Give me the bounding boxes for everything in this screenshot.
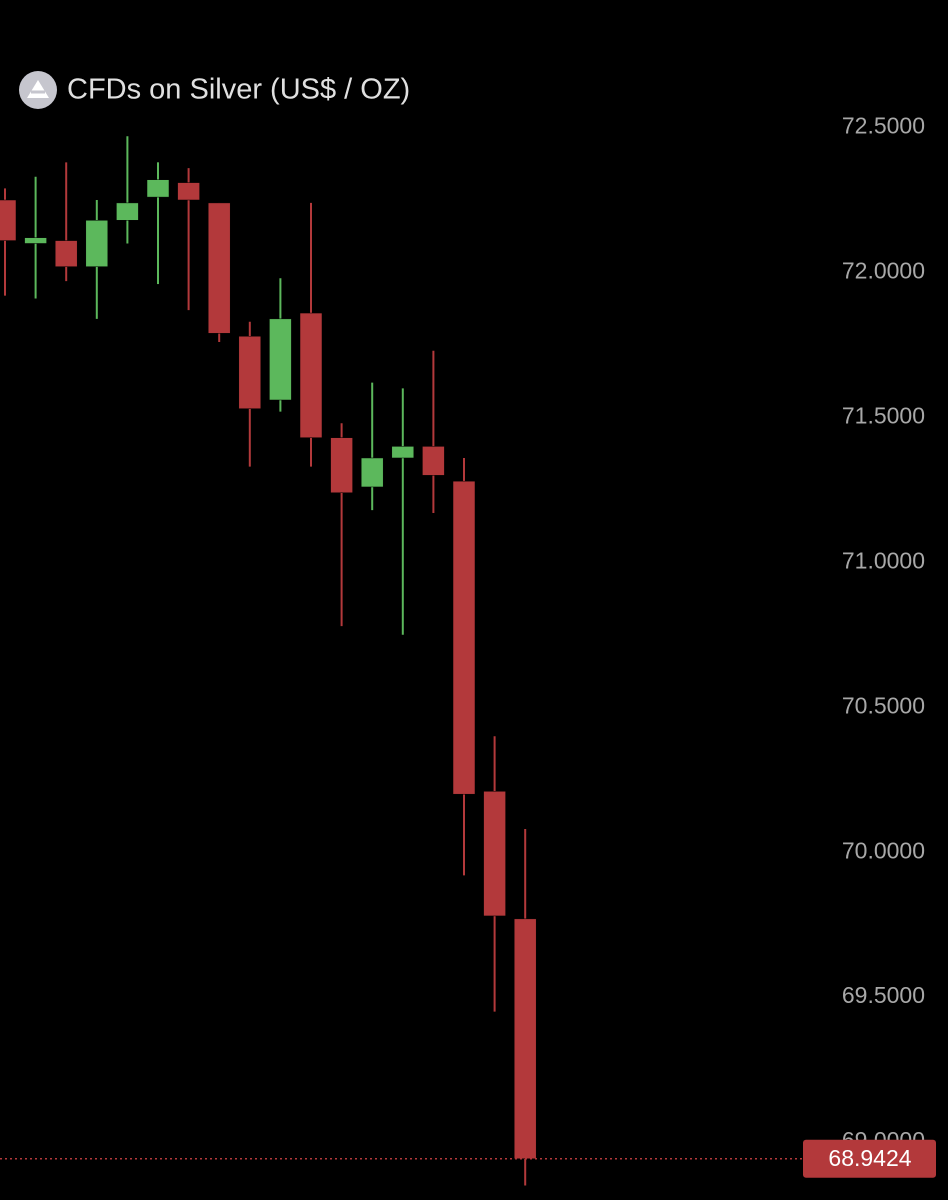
- candle-body: [513, 918, 537, 1159]
- y-tick-label: 72.5000: [842, 113, 925, 139]
- candle-body: [177, 182, 200, 201]
- candle-body: [0, 199, 17, 241]
- candle-body: [207, 202, 231, 334]
- candle-body: [330, 437, 353, 494]
- last-price-box: [803, 1139, 936, 1178]
- candle-body: [299, 312, 323, 438]
- candle-body: [422, 446, 445, 476]
- candle-body: [116, 202, 139, 221]
- candle-body: [146, 179, 170, 198]
- y-tick-label: 70.5000: [842, 692, 925, 718]
- candle-body: [391, 446, 415, 459]
- candle-body: [483, 791, 506, 917]
- y-tick-label: 69.5000: [842, 982, 925, 1008]
- candle-body: [238, 335, 262, 409]
- y-tick-label: 70.0000: [842, 837, 925, 863]
- candle-body: [54, 240, 78, 267]
- symbol-icon: [19, 71, 57, 109]
- candle-body: [85, 220, 109, 267]
- candle-body: [24, 237, 47, 244]
- candle-body: [452, 480, 476, 795]
- y-tick-label: 72.0000: [842, 258, 925, 284]
- last-price-label: 68.9424: [828, 1145, 911, 1171]
- chart-title: CFDs on Silver (US$ / OZ): [67, 74, 410, 106]
- candle-body: [269, 318, 292, 401]
- candle-body: [360, 457, 384, 488]
- y-tick-label: 71.5000: [842, 402, 925, 428]
- y-tick-label: 71.0000: [842, 547, 925, 573]
